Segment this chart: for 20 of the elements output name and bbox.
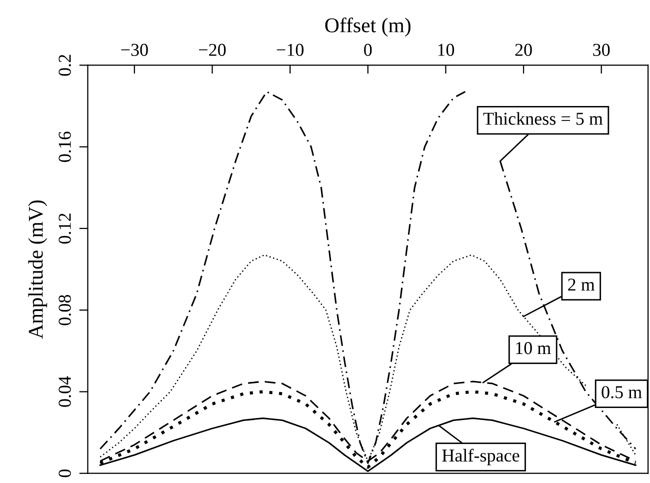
y-tick-label: 0.08	[58, 294, 71, 326]
y-tick-label: 0.2	[58, 54, 71, 76]
x-tick-label: 30	[593, 44, 610, 56]
x-axis-title: Offset (m)	[325, 17, 410, 37]
legend-label: Half-space	[442, 448, 520, 466]
y-axis-title: Amplitude (mV)	[28, 200, 48, 339]
y-tick-label: 0	[58, 470, 71, 478]
x-tick-label: −10	[276, 44, 304, 56]
x-tick-label: 0	[364, 44, 372, 56]
text: 0.5 m	[602, 386, 642, 398]
x-tick-label: −30	[121, 44, 148, 56]
y-tick-label: 0.12	[58, 214, 71, 244]
text: 2 m	[568, 278, 595, 291]
x-tick-label: 20	[515, 44, 532, 56]
x-tick-label: 10	[438, 44, 454, 56]
series-label: 10 m	[516, 342, 551, 354]
x-tick-label: −20	[199, 44, 226, 56]
series-label: Thickness = 5 m	[483, 112, 603, 125]
y-tick-label: 0.04	[58, 376, 71, 407]
y-tick-label: 0.16	[58, 132, 71, 162]
